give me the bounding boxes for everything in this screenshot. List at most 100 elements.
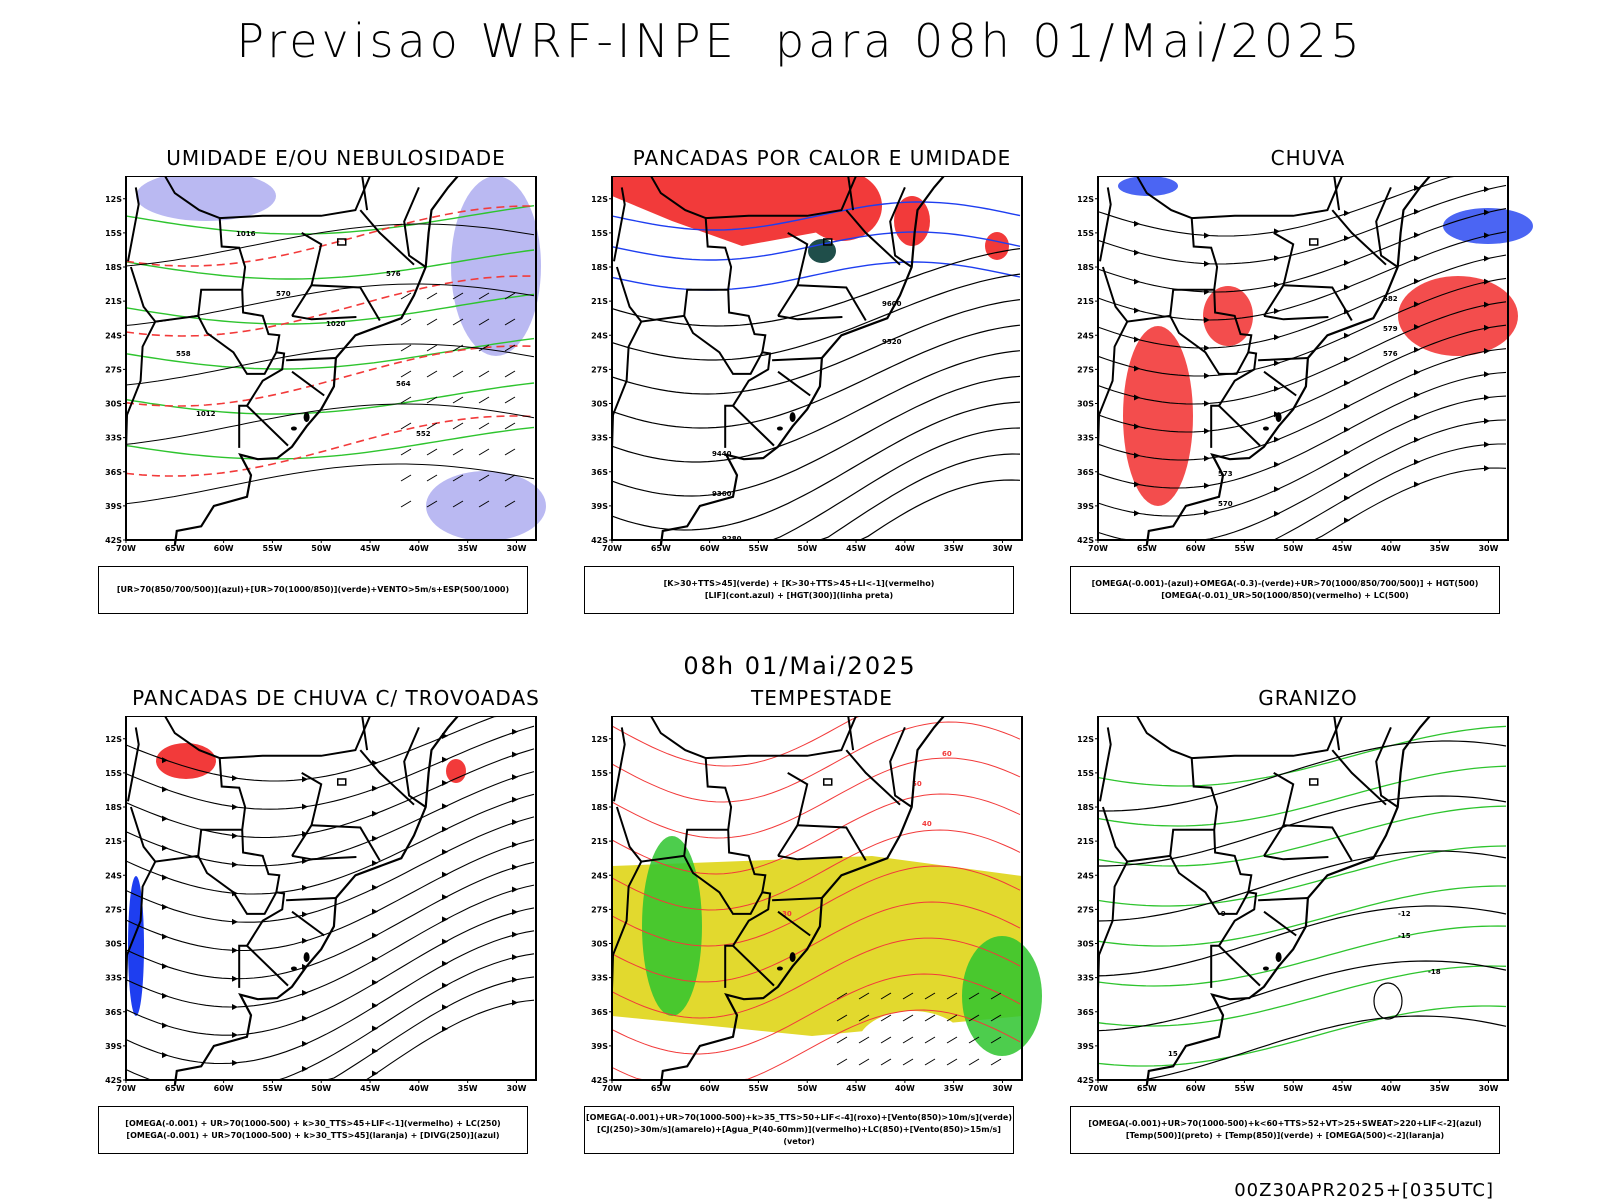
lon-tick-label: 60W xyxy=(700,544,720,553)
streamline-black xyxy=(125,716,534,782)
pressure-contour-black xyxy=(125,403,535,445)
temp500-contour-black xyxy=(1097,740,1507,812)
streamline-arrow xyxy=(232,775,238,782)
run-info-label: 00Z30APR2025+[035UTC] xyxy=(1234,1180,1494,1201)
contour-label: 40 xyxy=(922,820,932,828)
streamline-arrow xyxy=(162,933,168,940)
lon-tick-label: 60W xyxy=(1186,544,1206,553)
lat-tick-label: 12S xyxy=(105,735,122,744)
political-border xyxy=(219,176,371,220)
streamline-arrow xyxy=(1484,301,1490,308)
temp500-contour-black xyxy=(1373,982,1403,1020)
precipitable-water-contour-red xyxy=(611,901,1021,983)
streamline-arrow xyxy=(512,728,518,735)
political-border xyxy=(650,716,772,947)
political-border xyxy=(291,854,357,861)
wind-vector xyxy=(478,422,490,430)
political-border xyxy=(1210,404,1219,448)
political-border xyxy=(403,727,427,808)
streamline-arrow xyxy=(442,826,448,833)
streamline-arrow xyxy=(1204,372,1210,379)
lat-tick-label: 30S xyxy=(1077,400,1094,409)
political-border xyxy=(724,404,733,448)
streamline-arrow xyxy=(1344,235,1350,242)
wind-vector xyxy=(858,1014,870,1022)
wind-vector xyxy=(990,1058,1002,1066)
streamline-arrow xyxy=(1134,510,1140,517)
streamline-arrow xyxy=(512,999,518,1006)
temp500-contour-black xyxy=(1098,795,1507,867)
brasilia-marker xyxy=(822,778,833,786)
streamline-black xyxy=(125,793,535,895)
streamline-arrow xyxy=(1344,472,1350,479)
streamline-arrow xyxy=(372,1048,378,1055)
wind-vector xyxy=(400,396,412,404)
brasilia-marker xyxy=(1308,778,1319,786)
contour-label: 1012 xyxy=(196,410,216,418)
streamline-black xyxy=(1097,208,1507,293)
streamline-arrow xyxy=(1204,316,1210,323)
streamline-arrow xyxy=(1204,400,1210,407)
political-border xyxy=(732,945,775,987)
streamline-arrow xyxy=(1134,481,1140,488)
streamline-arrow xyxy=(1484,232,1490,239)
political-border xyxy=(311,824,381,862)
lat-tick-label: 18S xyxy=(105,803,122,812)
lat-tick-label: 39S xyxy=(1077,502,1094,511)
lon-tick-label: 30W xyxy=(1478,1084,1498,1093)
streamline-arrow xyxy=(372,979,378,986)
lat-tick-label: 30S xyxy=(591,400,608,409)
lon-tick-label: 50W xyxy=(1283,544,1303,553)
lon-tick-label: 70W xyxy=(116,1084,136,1093)
wind-vector xyxy=(400,422,412,430)
streamline-arrow xyxy=(302,989,308,996)
lat-tick-label: 36S xyxy=(1077,468,1094,477)
streamline-arrow xyxy=(512,819,518,826)
political-border xyxy=(246,405,289,447)
rain-area-red xyxy=(1123,326,1193,506)
streamline-arrow xyxy=(372,932,378,939)
lon-tick-label: 40W xyxy=(895,544,915,553)
lon-tick-label: 70W xyxy=(602,544,622,553)
lake-marker xyxy=(290,426,297,431)
lon-tick-label: 30W xyxy=(506,544,526,553)
political-border xyxy=(772,357,822,362)
political-border xyxy=(1333,716,1341,751)
political-border xyxy=(164,716,286,947)
panel-trovoadas: PANCADAS DE CHUVA C/ TROVOADAS 12S 15S 18S… xyxy=(96,686,576,1176)
streamline-arrow xyxy=(442,871,448,878)
streamline-arrow xyxy=(442,849,448,856)
legend-line: [UR>70(850/700/500)](azul)+[UR>70(1000/8… xyxy=(116,585,510,594)
contour-label: 1020 xyxy=(326,320,346,328)
legend-line: [OMEGA(-0.001) + UR>70(1000-500) + k>30_… xyxy=(125,1119,501,1128)
streamline-arrow xyxy=(1344,332,1350,339)
streamline-arrow xyxy=(442,1004,448,1011)
streamline-arrow xyxy=(1204,344,1210,351)
lat-tick-label: 21S xyxy=(591,837,608,846)
streamline-arrow xyxy=(1484,347,1490,354)
humidity-area-blue xyxy=(451,176,541,356)
streamline-arrow xyxy=(1484,371,1490,378)
lon-tick-label: 45W xyxy=(1332,1084,1352,1093)
height-contour-black xyxy=(611,299,1021,395)
streamline-black xyxy=(1097,176,1506,237)
wind-vector xyxy=(946,1036,958,1044)
lon-tick-label: 50W xyxy=(311,544,331,553)
lat-tick-label: 15S xyxy=(591,229,608,238)
lake-marker xyxy=(1262,966,1269,971)
streamline-arrow xyxy=(1344,356,1350,363)
streamline-arrow xyxy=(372,1070,378,1077)
streamline-arrow xyxy=(162,1052,168,1059)
contour-label: 552 xyxy=(416,430,431,438)
wind-vector xyxy=(946,1058,958,1066)
streamline-arrow xyxy=(1204,482,1210,489)
streamline-arrow xyxy=(1134,278,1140,285)
legend-line: [OMEGA(-0.001)-(azul)+OMEGA(-0.3)-(verde… xyxy=(1091,579,1479,588)
lat-tick-label: 27S xyxy=(591,365,608,374)
streamline-arrow xyxy=(1414,346,1420,353)
lon-tick-label: 30W xyxy=(992,1084,1012,1093)
lat-tick-label: 33S xyxy=(591,434,608,443)
political-border xyxy=(615,266,729,323)
streamline-arrow xyxy=(1134,365,1140,372)
wind-vector xyxy=(504,448,516,456)
